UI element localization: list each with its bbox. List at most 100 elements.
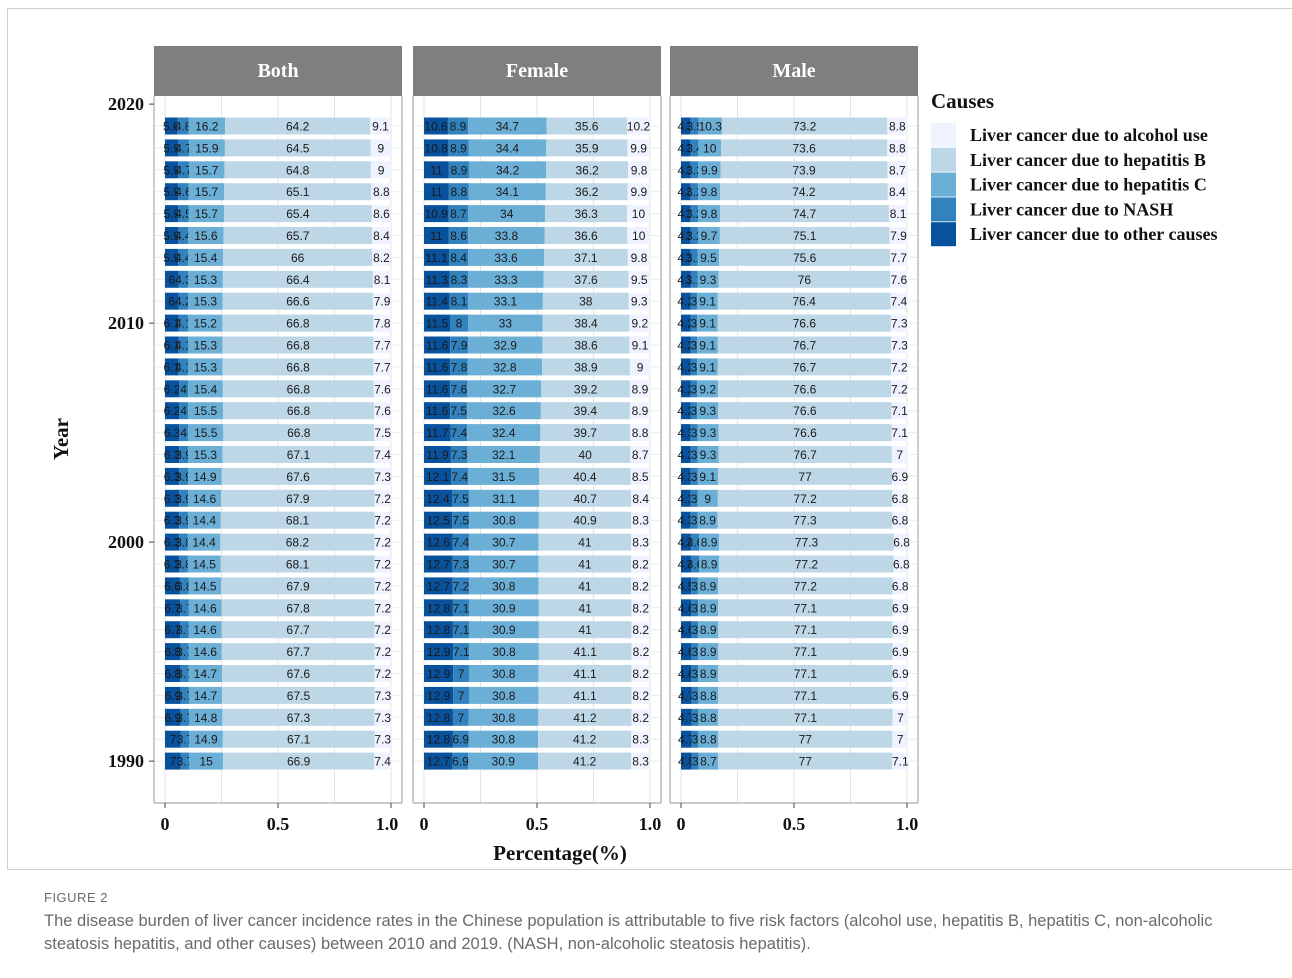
bar-segment (893, 555, 910, 573)
bar-segment (223, 402, 375, 420)
data-label: 32.4 (492, 426, 516, 440)
bar-segment (177, 117, 189, 135)
data-label: 36.3 (574, 207, 598, 221)
bar-segment (892, 489, 908, 507)
bar-segment (631, 511, 650, 529)
data-label: 7.6 (450, 382, 467, 396)
bar-segment (424, 292, 450, 310)
data-label: 64.2 (286, 120, 310, 134)
data-label: 6.1 (164, 360, 181, 374)
data-label: 9.1 (699, 317, 716, 331)
data-label: 8.8 (700, 689, 717, 703)
bar-segment (424, 139, 449, 157)
data-label: 12.6 (427, 536, 451, 550)
bar-segment (188, 248, 224, 266)
bar-segment (545, 205, 628, 223)
bar-segment (681, 665, 692, 682)
data-label: 8.4 (889, 185, 906, 199)
data-label: 5.9 (163, 207, 180, 221)
data-label: 6.3 (164, 470, 181, 484)
data-label: 4.2 (677, 295, 694, 309)
bar-segment (188, 446, 223, 463)
bar-segment (179, 380, 189, 398)
bar-segment (222, 292, 374, 310)
data-label: 66.8 (286, 339, 310, 353)
bar-segment (690, 314, 698, 332)
bar-segment (631, 533, 650, 551)
data-label: 15.6 (194, 229, 218, 243)
bar-segment (424, 730, 453, 748)
bar-segment (718, 402, 892, 420)
data-label: 6.1 (164, 339, 181, 353)
bar-segment (448, 139, 469, 157)
data-label: 8.2 (632, 711, 649, 725)
bar-segment (468, 577, 539, 595)
bar-segment (424, 358, 451, 376)
data-label: 64.8 (286, 163, 310, 177)
bar-segment (188, 314, 223, 332)
data-label: 7.7 (374, 339, 391, 353)
bar-segment (681, 424, 691, 442)
data-label: 12.1 (426, 470, 450, 484)
data-label: 8.9 (699, 514, 716, 528)
bar-segment (469, 511, 539, 529)
facet-strip-title: Male (772, 60, 815, 82)
facet-strip (413, 46, 661, 96)
bar-segment (449, 292, 469, 310)
data-label: 3 (691, 492, 698, 506)
bar-segment (690, 511, 698, 529)
bar-segment (690, 161, 699, 179)
data-label: 68.2 (286, 536, 310, 550)
bar-segment (188, 161, 225, 179)
bar-segment (468, 205, 546, 223)
bar-segment (424, 511, 453, 529)
facet-strip (154, 46, 402, 96)
bar-segment (719, 533, 894, 551)
data-label: 34.4 (496, 141, 520, 155)
data-label: 3 (691, 448, 698, 462)
bar-segment (890, 248, 908, 266)
bar-segment (718, 446, 892, 463)
data-label: 32.9 (494, 339, 518, 353)
data-label: 7.2 (374, 492, 391, 506)
data-label: 3 (691, 623, 698, 637)
data-label: 32.1 (492, 448, 516, 462)
figure-caption: The disease burden of liver cancer incid… (44, 912, 1213, 953)
data-label: 8.8 (889, 120, 906, 134)
data-label: 4.7 (678, 689, 695, 703)
data-label: 7.2 (375, 601, 392, 615)
data-label: 6.3 (164, 536, 181, 550)
bar-segment (453, 643, 470, 661)
bar-segment (467, 358, 542, 376)
bar-segment (538, 577, 632, 595)
bar-segment (448, 183, 469, 201)
bar-segment (891, 424, 908, 442)
data-label: 4.4 (175, 229, 192, 243)
bar-segment (424, 752, 453, 770)
bar-segment (180, 665, 189, 682)
data-label: 77 (799, 755, 813, 769)
bar-segment (222, 380, 374, 398)
bar-segment (468, 314, 543, 332)
data-label: 7.1 (891, 404, 908, 418)
bar-segment (690, 402, 698, 420)
bar-segment (424, 336, 451, 354)
bar-segment (222, 358, 374, 376)
bar-segment (452, 599, 469, 617)
data-label: 7 (897, 711, 904, 725)
bar-segment (188, 227, 224, 244)
data-label: 4 (180, 426, 187, 440)
data-label: 3 (691, 295, 698, 309)
bar-segment (452, 555, 470, 573)
data-label: 6 (168, 295, 175, 309)
data-label: 3 (692, 689, 699, 703)
data-label: 9.1 (372, 120, 389, 134)
bar-segment (370, 161, 392, 179)
data-label: 14.8 (194, 711, 218, 725)
data-label: 41.1 (573, 667, 597, 681)
bar-segment (681, 183, 691, 201)
bar-segment (222, 270, 373, 288)
data-label: 6.9 (892, 689, 909, 703)
y-axis-title: Year (49, 418, 73, 460)
bar-segment (681, 533, 691, 551)
